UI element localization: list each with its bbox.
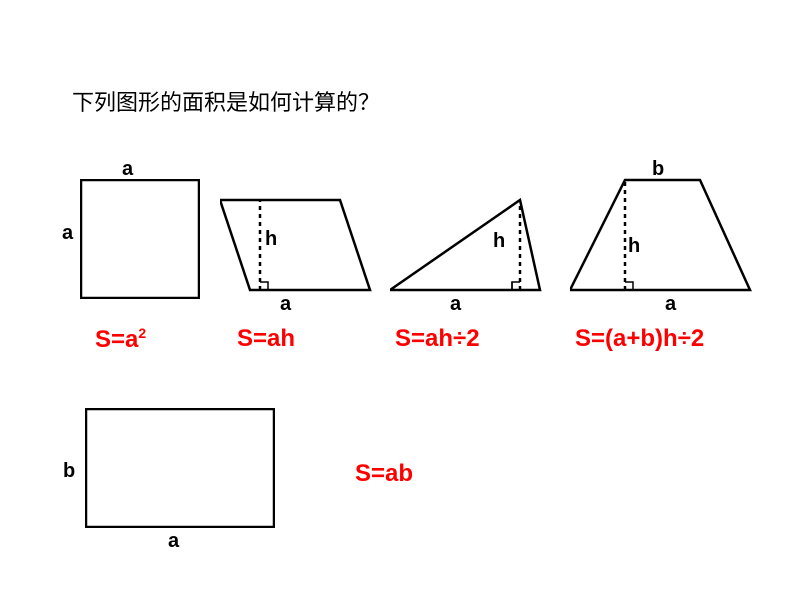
rectangle-formula: S=ab <box>355 460 413 488</box>
rectangle-shape <box>85 408 275 528</box>
rectangle-label-a: a <box>168 530 179 553</box>
parallelogram-label-a: a <box>280 293 291 316</box>
parallelogram-shape <box>220 195 375 295</box>
triangle-label-h: h <box>493 230 505 253</box>
trapezoid-shape <box>570 175 760 295</box>
trapezoid-formula: S=(a+b)h÷2 <box>575 325 704 353</box>
square-shape <box>80 179 200 299</box>
rectangle-label-b: b <box>63 460 75 483</box>
parallelogram-formula: S=ah <box>237 325 295 353</box>
page-title: 下列图形的面积是如何计算的？ <box>72 85 380 117</box>
triangle-shape <box>390 195 550 295</box>
trapezoid-label-b: b <box>652 158 664 181</box>
trapezoid-label-h: h <box>628 235 640 258</box>
parallelogram-label-h: h <box>265 228 277 251</box>
square-label-left: a <box>62 222 73 245</box>
triangle-formula: S=ah÷2 <box>395 325 480 353</box>
triangle-label-a: a <box>450 293 461 316</box>
square-formula: S=a2 <box>95 325 146 354</box>
square-label-top: a <box>122 158 133 181</box>
trapezoid-label-a: a <box>665 293 676 316</box>
